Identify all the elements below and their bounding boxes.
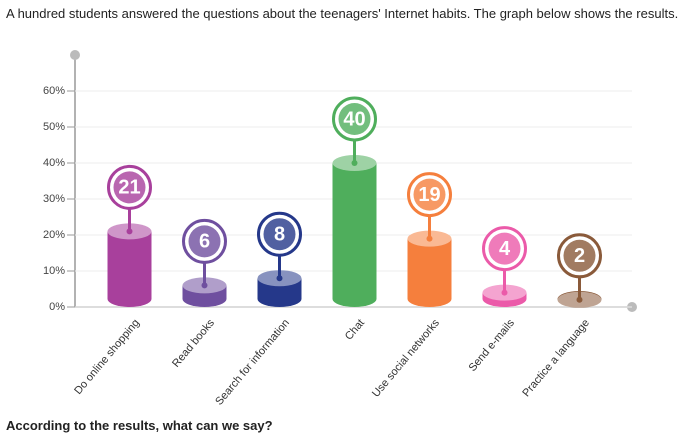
value-label: 6: [199, 231, 210, 253]
pin-head: [563, 239, 596, 272]
y-tick-label: 10%: [43, 265, 65, 277]
y-tick-label: 50%: [43, 121, 65, 133]
pin-head: [413, 178, 446, 211]
pin-dot: [426, 235, 433, 242]
question: According to the results, what can we sa…: [6, 418, 273, 433]
x-tick-label: Read books: [170, 317, 217, 370]
value-label: 8: [274, 223, 285, 245]
pin-head: [188, 225, 221, 258]
pin-head: [113, 171, 146, 204]
value-label: 19: [418, 184, 440, 206]
pin-head: [338, 103, 371, 135]
pin-dot: [576, 296, 583, 303]
axis-cap: [70, 50, 80, 60]
x-tick-label: Chat: [343, 317, 367, 343]
bar: [332, 163, 377, 299]
pin-head: [488, 232, 521, 265]
x-tick-label: Do online shopping: [72, 317, 142, 397]
y-tick-label: 0%: [49, 301, 65, 313]
y-tick-label: 60%: [43, 85, 65, 97]
y-tick-label: 20%: [43, 229, 65, 241]
pin-dot: [351, 160, 358, 166]
y-tick-label: 40%: [43, 157, 65, 169]
value-label: 21: [118, 177, 140, 199]
value-label: 2: [574, 245, 585, 267]
y-tick-label: 30%: [43, 193, 65, 205]
x-tick-label: Practice a language: [520, 317, 592, 399]
intro-text: A hundred students answered the question…: [6, 6, 679, 21]
bar: [407, 238, 452, 299]
bar: [107, 231, 152, 299]
pin-head: [263, 218, 296, 251]
pin-dot: [276, 275, 283, 282]
value-label: 40: [343, 108, 365, 130]
pin-dot: [201, 282, 208, 289]
pin-dot: [501, 289, 508, 296]
x-tick-label: Search for information: [213, 317, 292, 408]
x-tick-label: Use social networks: [370, 317, 442, 400]
pin-dot: [126, 228, 133, 235]
x-tick-label: Send e-mails: [467, 317, 518, 374]
value-label: 4: [499, 238, 511, 260]
